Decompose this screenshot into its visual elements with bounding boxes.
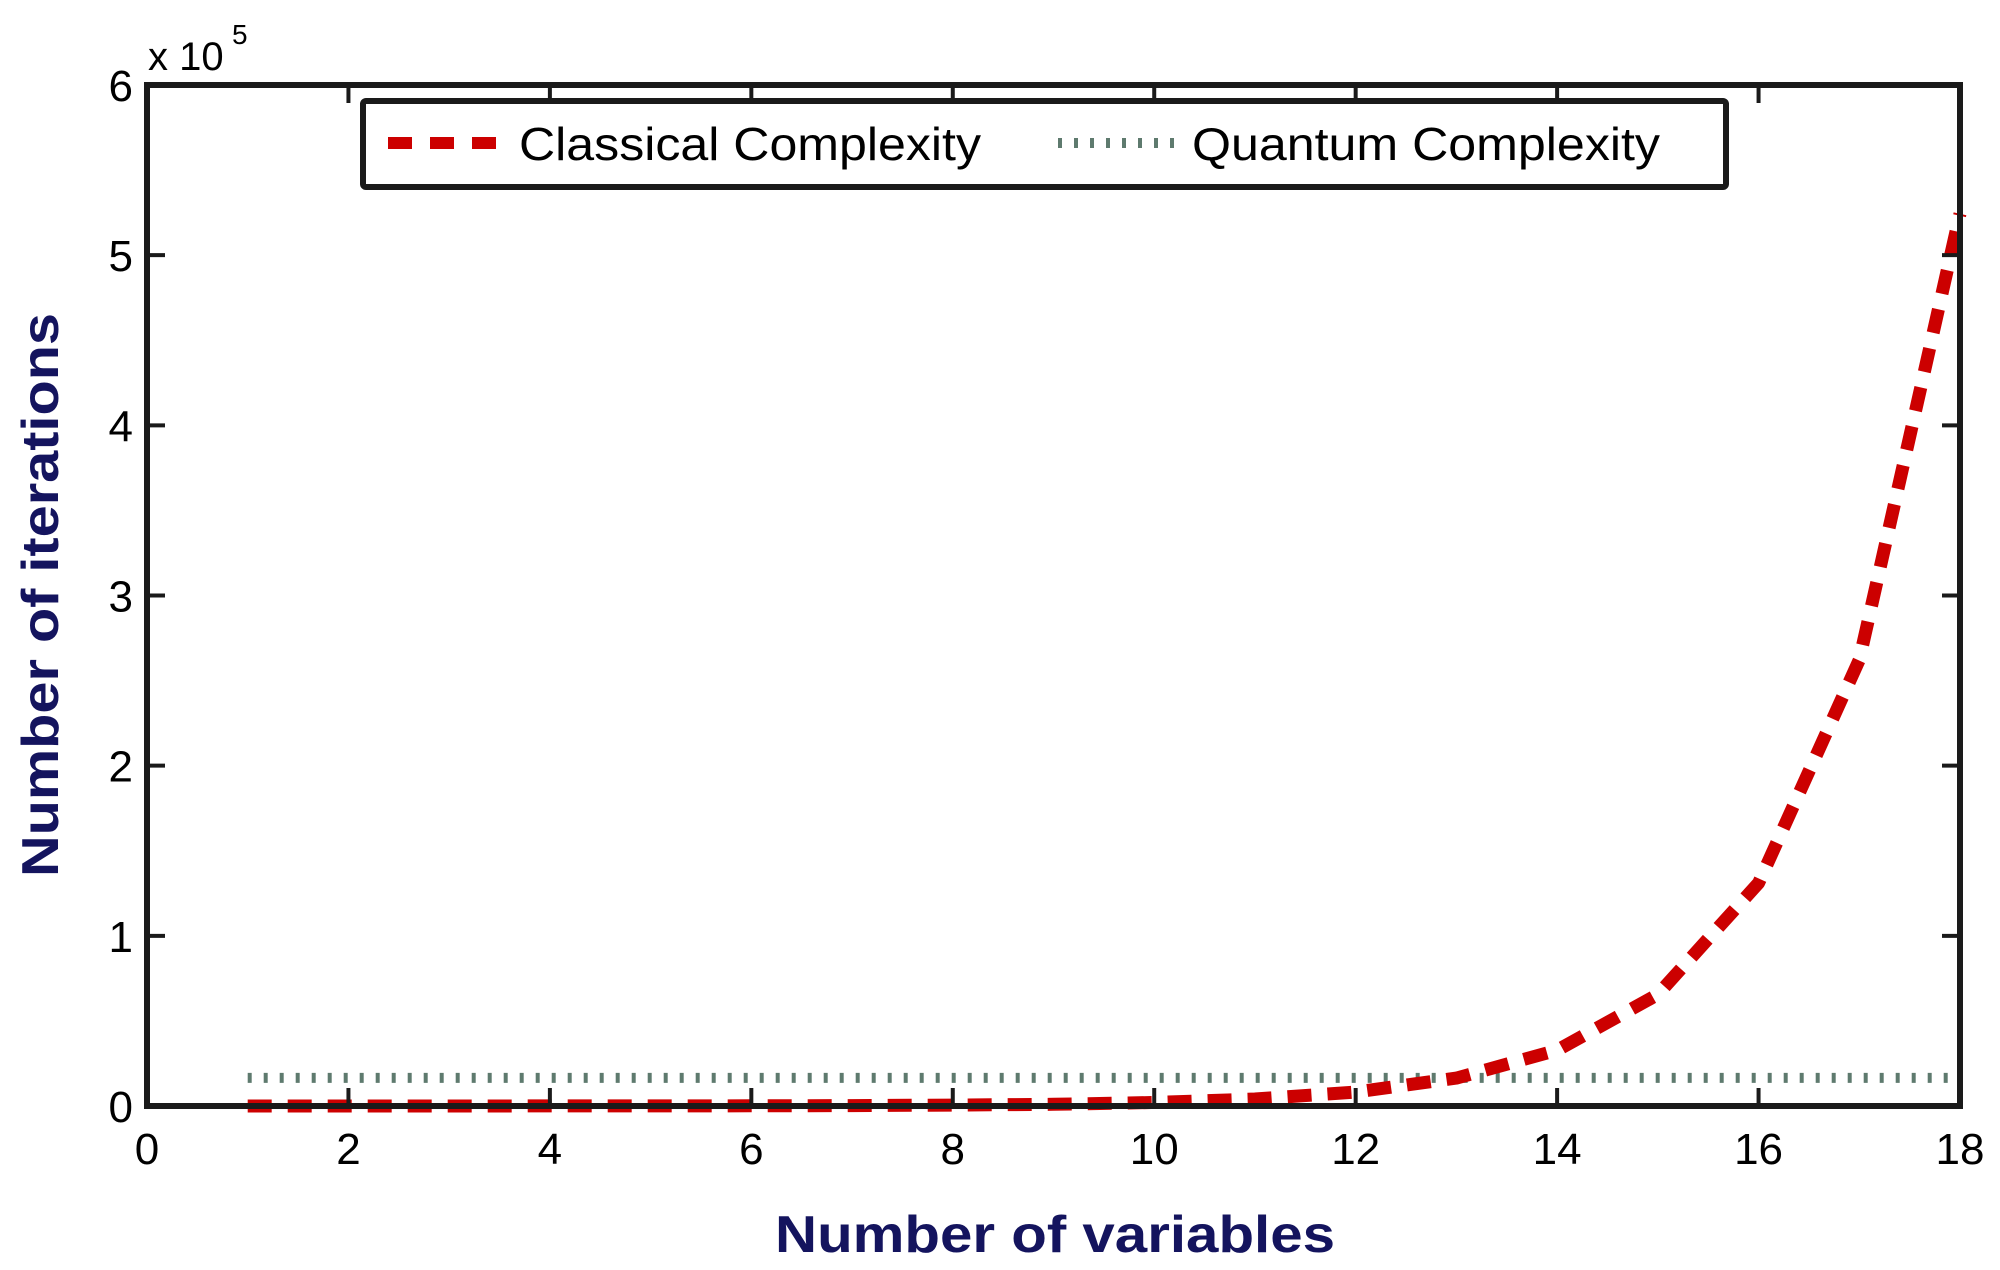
- x-tick-label: 16: [1734, 1125, 1783, 1174]
- y-axis-title: Number of iterations: [12, 313, 70, 877]
- y-multiplier-exponent: 5: [232, 19, 248, 50]
- x-tick-label: 6: [739, 1125, 763, 1174]
- y-tick-label: 5: [109, 232, 133, 281]
- x-tick-label: 4: [538, 1125, 562, 1174]
- y-tick-label: 1: [109, 913, 133, 962]
- x-axis-title: Number of variables: [775, 1206, 1335, 1264]
- x-tick-label: 14: [1533, 1125, 1582, 1174]
- y-tick-label: 2: [109, 743, 133, 792]
- x-tick-label: 10: [1130, 1125, 1179, 1174]
- y-multiplier-label: x 10: [148, 35, 224, 79]
- y-axis-ticks: 0 1 2 3 4 5 6: [109, 62, 1960, 1132]
- x-tick-label: 8: [941, 1125, 965, 1174]
- y-tick-label: 4: [109, 402, 133, 451]
- x-tick-label: 2: [336, 1125, 360, 1174]
- y-tick-label: 6: [109, 62, 133, 111]
- y-tick-label: 3: [109, 573, 133, 622]
- legend-quantum-label: Quantum Complexity: [1192, 118, 1660, 170]
- legend-classical-label: Classical Complexity: [519, 118, 981, 170]
- legend: Classical Complexity Quantum Complexity: [360, 98, 1729, 190]
- y-tick-label: 0: [109, 1083, 133, 1132]
- x-tick-label: 18: [1936, 1125, 1985, 1174]
- plot-area: [147, 85, 1960, 1106]
- legend-box: [360, 98, 1729, 190]
- x-tick-label: 12: [1331, 1125, 1380, 1174]
- x-axis-ticks: 0 2 4 6 8 10 12 14 16 18: [135, 85, 1985, 1174]
- x-tick-label: 0: [135, 1125, 159, 1174]
